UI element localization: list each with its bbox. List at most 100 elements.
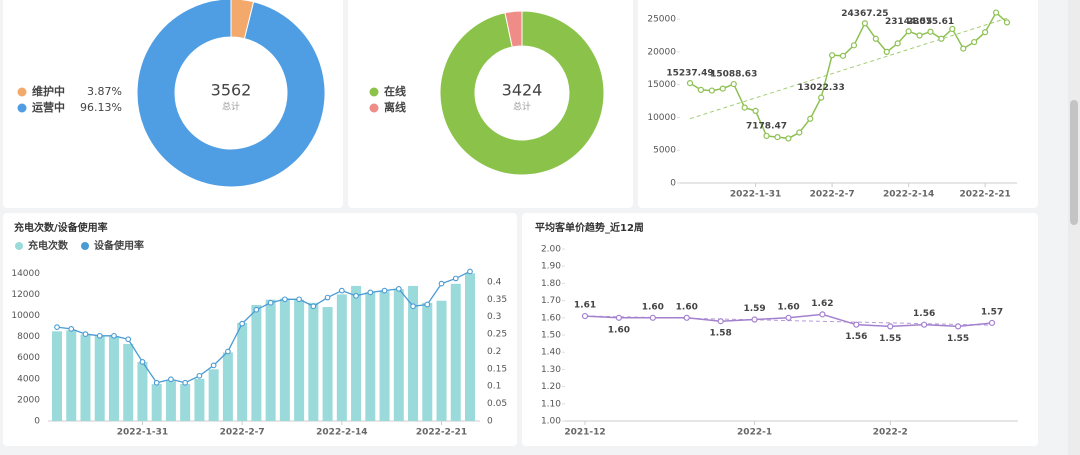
data-label: 1.56 [913, 309, 935, 319]
point [282, 296, 288, 303]
point [182, 379, 189, 386]
bar [351, 285, 362, 421]
bar [336, 294, 347, 421]
data-label: 1.56 [845, 332, 867, 342]
x-tick-label: 2022-2-14 [316, 428, 367, 438]
legend-label: 在线 [384, 84, 406, 98]
x-tick-label: 2022-1-31 [730, 190, 781, 200]
bar [237, 322, 248, 421]
y2-tick-label: 0.2 [487, 347, 501, 357]
y-tick-label: 1.60 [541, 313, 561, 323]
scrollbar-track [1068, 0, 1080, 455]
point [774, 134, 781, 141]
point [796, 129, 803, 136]
donut-slice [504, 10, 523, 48]
point [954, 323, 962, 330]
point [581, 312, 589, 320]
point [708, 87, 715, 94]
point [1003, 19, 1011, 26]
point [853, 321, 860, 328]
point [697, 86, 705, 94]
bar [322, 307, 333, 421]
data-label: 24367.25 [841, 9, 888, 19]
bar [180, 384, 191, 421]
value-label: 3.87% [87, 85, 122, 98]
data-label: 1.60 [676, 302, 698, 312]
legend-label: 充电次数 [28, 239, 69, 252]
point [861, 20, 868, 27]
point [992, 9, 1000, 16]
point [887, 323, 894, 330]
y-tick-label: 0 [670, 179, 676, 189]
data-label: 1.55 [947, 334, 969, 344]
point [615, 314, 623, 321]
point [239, 320, 245, 327]
point [196, 372, 203, 379]
bar [436, 300, 447, 421]
point [367, 289, 374, 296]
data-label: 23075.61 [907, 17, 954, 27]
point [324, 294, 331, 301]
y-tick-label: 0 [34, 417, 40, 427]
point [210, 362, 217, 369]
y-tick-label: 1.70 [541, 296, 561, 306]
bar [222, 352, 233, 421]
value-label: 96.13% [80, 101, 122, 114]
point [971, 38, 978, 46]
point [850, 42, 858, 49]
point [807, 115, 814, 122]
y-tick-label: 6000 [17, 353, 40, 363]
legend-label: 离线 [384, 100, 406, 114]
point [686, 80, 694, 87]
point [872, 35, 879, 42]
x-tick-label: 2022-1 [737, 428, 772, 438]
x-tick-label: 2022-2 [873, 428, 908, 438]
scrollbar-thumb[interactable] [1070, 100, 1078, 225]
point [730, 80, 737, 88]
y-tick-label: 1.30 [541, 365, 561, 375]
center-value: 3562 [211, 81, 252, 100]
y-tick-label: 2000 [17, 395, 40, 405]
point [82, 331, 89, 337]
bar [80, 334, 91, 421]
y-tick-label: 4000 [17, 374, 40, 384]
legend-label: 维护中 [32, 84, 65, 98]
data-label: 1.60 [608, 325, 630, 335]
y-tick-label: 1.20 [541, 382, 561, 392]
point [988, 319, 996, 327]
bar [393, 289, 404, 421]
y-tick-label: 20000 [647, 47, 676, 57]
bar [365, 292, 376, 421]
point [381, 287, 388, 294]
bar [151, 384, 162, 421]
point [819, 311, 826, 318]
bar [465, 273, 475, 421]
x-tick-label: 2022-2-14 [883, 190, 934, 200]
point [139, 359, 146, 365]
bar [108, 336, 119, 421]
x-tick-label: 2022-2-7 [810, 190, 855, 200]
bar [279, 298, 290, 421]
bar [379, 291, 390, 421]
line [689, 11, 1008, 140]
y-tick-label: 1.80 [541, 279, 561, 289]
point [353, 292, 359, 299]
bar [208, 369, 219, 421]
y-tick-label: 15000 [647, 80, 676, 90]
point [751, 316, 758, 323]
y2-tick-label: 0.1 [487, 382, 501, 392]
center-label: 总计 [222, 101, 240, 113]
point [785, 135, 792, 142]
card [522, 213, 1038, 446]
chart-title: 充电次数/设备使用率 [14, 221, 108, 234]
point [54, 324, 60, 330]
legend-marker [369, 87, 379, 97]
point [883, 48, 890, 55]
data-label: 1.57 [981, 307, 1003, 317]
bar [450, 283, 461, 421]
y-tick-label: 1.00 [541, 417, 561, 427]
donut-slice [136, 0, 326, 188]
legend-label: 运营中 [32, 100, 65, 114]
point [410, 303, 416, 310]
